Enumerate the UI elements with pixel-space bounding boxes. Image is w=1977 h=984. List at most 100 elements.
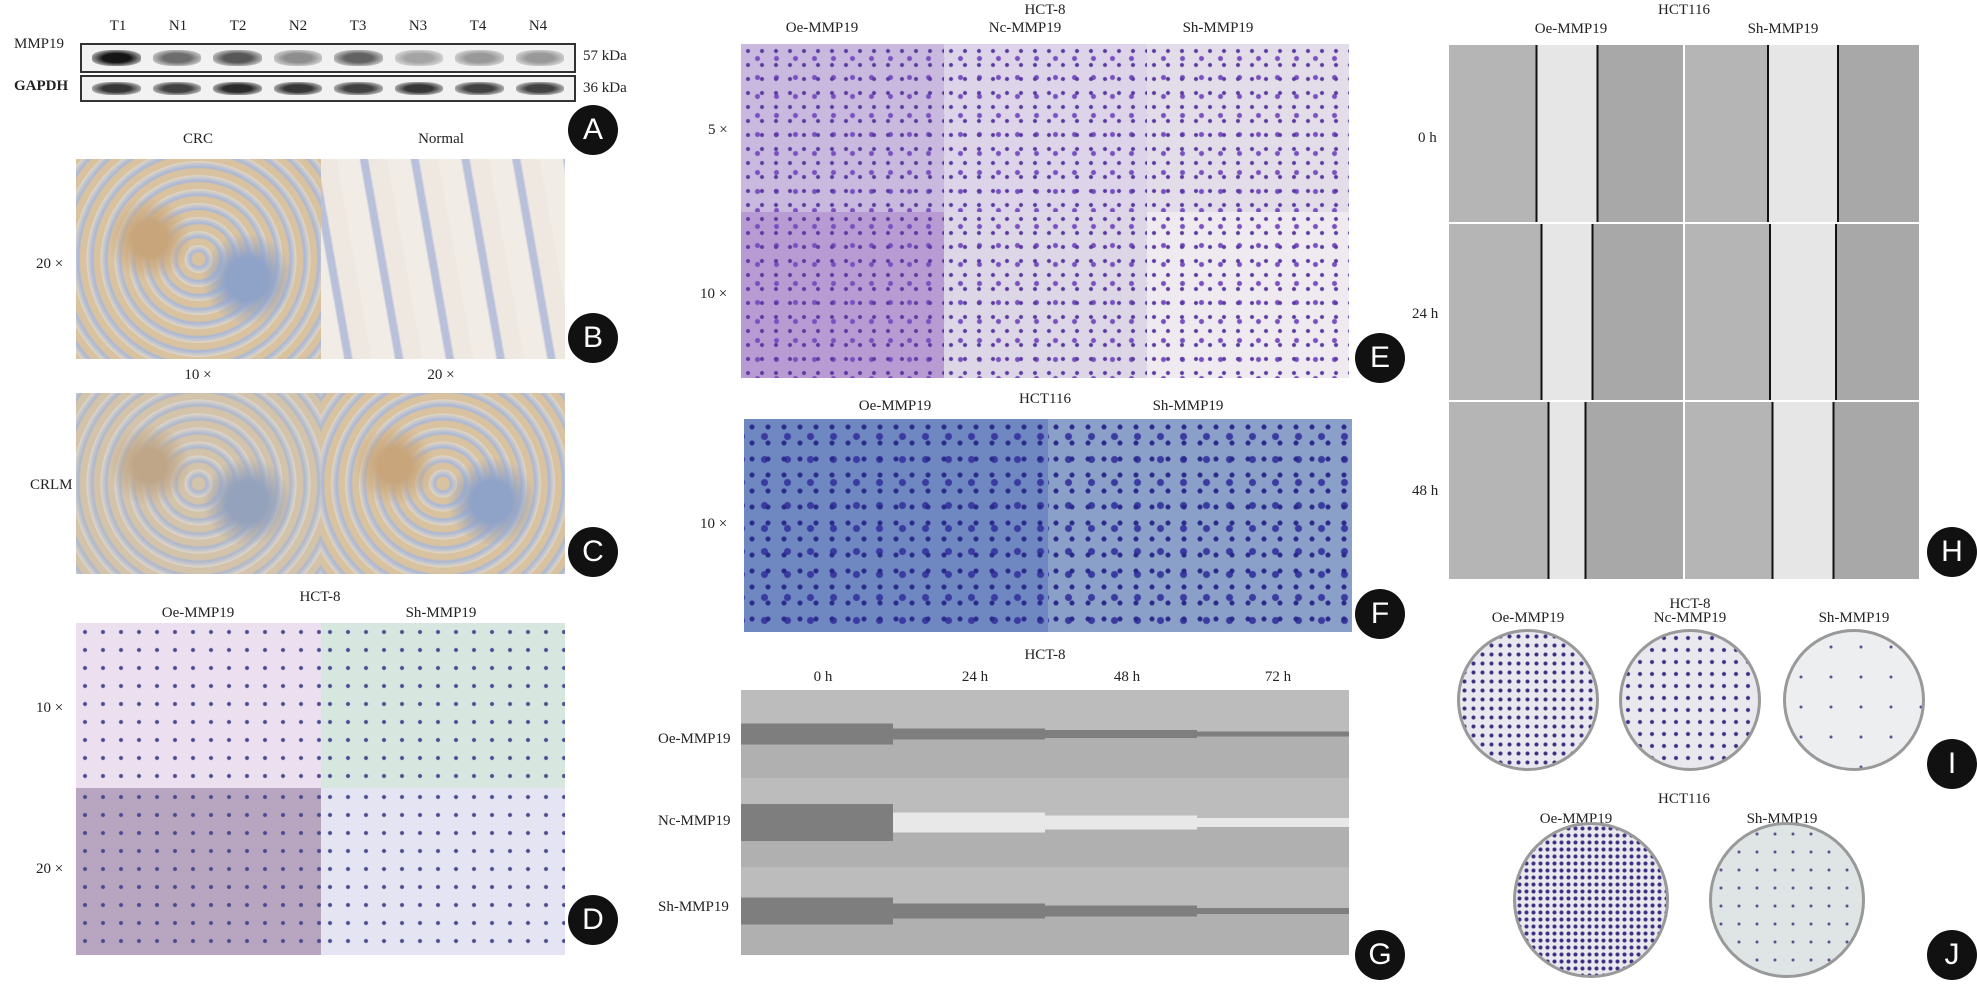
lane-label: N3 [408,18,428,34]
wound-image [1197,690,1349,779]
blot-band [515,50,564,66]
transwell-image [741,44,944,212]
panel-title: HCT-8 [1024,647,1066,663]
col-label: 72 h [1264,669,1292,685]
badge-g: G [1355,930,1405,980]
wound-image [741,690,893,779]
blot-band [334,81,383,96]
wound-image [1684,401,1920,580]
cell-image [321,788,565,955]
wound-healing-grid [741,690,1349,955]
blot-label-gapdh: GAPDH [14,78,69,94]
col-label: 10 × [184,367,212,383]
cell-image [321,623,565,788]
wound-image [893,866,1045,955]
col-label: Oe-MMP19 [785,20,859,36]
blot-band [334,50,383,66]
panel-title: HCT-8 [1024,2,1066,18]
blot-band [455,50,504,66]
transwell-image [741,212,944,378]
blot-band [455,81,504,96]
col-label: Oe-MMP19 [161,605,235,621]
wound-image [1448,401,1684,580]
row-label: 20 × [36,861,64,877]
transwell-image [944,44,1147,212]
badge-e: E [1355,333,1405,383]
blot-band [394,81,443,96]
panel-title: HCT-8 [1669,596,1711,612]
panel-title: HCT-8 [299,589,341,605]
panel-title: HCT116 [1019,391,1071,407]
wound-image [1448,222,1684,402]
badge-i: I [1927,739,1977,789]
wound-image [1045,690,1197,779]
size-label-36: 36 kDa [583,80,627,96]
col-label: Oe-MMP19 [858,398,932,414]
col-label: Oe-MMP19 [1491,610,1565,626]
colony-dish [1709,822,1865,978]
col-label: CRC [182,131,214,147]
panel-title: HCT116 [1658,791,1710,807]
row-label: 20 × [36,256,64,272]
row-label: Nc-MMP19 [658,813,731,829]
ihc-image-20x [321,393,565,574]
cell-image [76,788,321,955]
col-label: 0 h [813,669,833,685]
row-label: 10 × [36,700,64,716]
row-label: CRLM [30,477,73,493]
wound-image [1045,866,1197,955]
col-label: Sh-MMP19 [1747,21,1819,37]
blot-band [92,50,141,66]
transwell-image [1147,212,1349,378]
wound-image [1197,778,1349,867]
panel-title: HCT116 [1658,2,1710,18]
row-label: 0 h [1418,130,1437,146]
badge-f: F [1355,589,1405,639]
blot-band [92,81,141,96]
lane-label: T3 [349,18,367,34]
colony-dish [1513,822,1669,978]
blot-band [213,81,262,96]
lane-label: N1 [168,18,188,34]
wound-image [1448,44,1684,223]
col-label: Sh-MMP19 [1182,20,1254,36]
transwell-image [744,419,1048,632]
col-label: 24 h [961,669,989,685]
col-label: Nc-MMP19 [1653,610,1727,626]
cell-image [76,623,321,788]
ihc-image-10x [76,393,321,574]
badge-a: A [568,105,618,155]
col-label: Nc-MMP19 [988,20,1062,36]
wound-image [741,778,893,867]
wound-image [1197,866,1349,955]
row-label: 10 × [700,516,728,532]
col-label: Normal [418,131,464,147]
col-label: Sh-MMP19 [1152,398,1224,414]
blot-band [273,50,322,66]
wound-healing-grid [1448,44,1920,580]
wound-image [1684,44,1920,223]
wound-image [1045,778,1197,867]
lane-label: N2 [288,18,308,34]
blot-mmp19 [80,43,576,73]
wound-image [893,690,1045,779]
col-label: Oe-MMP19 [1534,21,1608,37]
transwell-image [1147,44,1349,212]
badge-c: C [568,527,618,577]
lane-label: T2 [229,18,247,34]
blot-band [515,81,564,96]
ihc-image-crc [76,159,321,359]
size-label-57: 57 kDa [583,48,627,64]
row-label: Oe-MMP19 [658,731,731,747]
ihc-image-normal [321,159,565,359]
blot-label-mmp19: MMP19 [14,36,65,52]
row-label: 48 h [1412,483,1439,499]
badge-b: B [568,313,618,363]
lane-label: T1 [109,18,127,34]
blot-band [152,50,201,66]
wound-image [1684,222,1920,402]
wound-image [741,866,893,955]
col-label: Sh-MMP19 [1818,610,1890,626]
blot-band [394,50,443,66]
transwell-image [944,212,1147,378]
